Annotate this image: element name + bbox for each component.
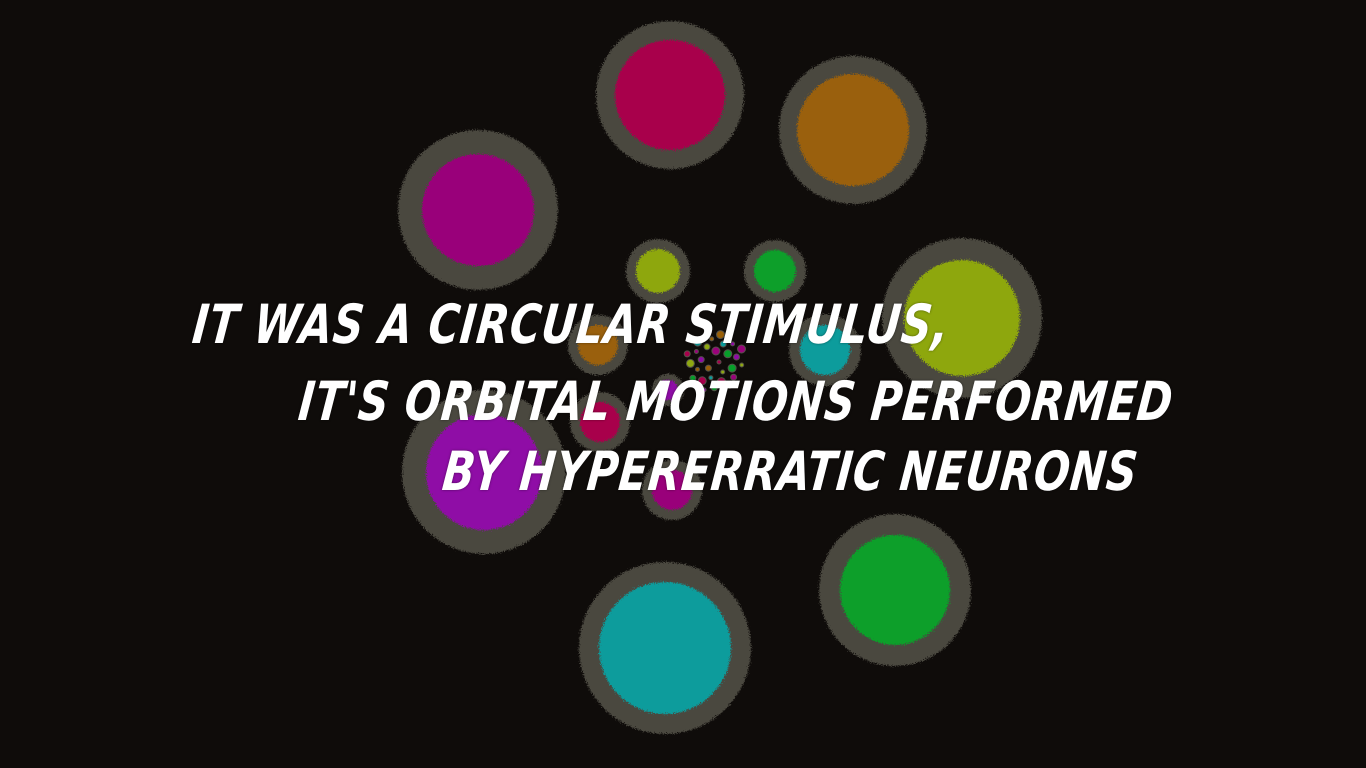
small-teal-circle-fill [800, 325, 850, 375]
center-dot [727, 383, 733, 389]
center-dot [711, 346, 721, 356]
purple-circle [402, 390, 566, 554]
small-green-circle [744, 240, 806, 302]
small-orange-circle-fill [578, 325, 618, 365]
caption-line-2: IT'S ORBITAL MOTIONS PERFORMED [295, 370, 1177, 433]
lime-green-circle [882, 238, 1042, 398]
center-dot [727, 363, 737, 373]
center-dot [704, 364, 712, 372]
center-dot [701, 387, 707, 393]
orange-brown-circle [779, 56, 927, 204]
center-dot [719, 340, 727, 348]
center-dot [716, 377, 726, 387]
lime-green-circle-fill [904, 260, 1020, 376]
small-lime-circle-fill [636, 249, 680, 293]
small-red-circle-fill [580, 402, 620, 442]
center-dot [708, 375, 714, 381]
purple-circle-fill [426, 414, 542, 530]
center-dot [730, 341, 736, 347]
small-magenta-circle-fill [652, 470, 692, 510]
small-lime-circle [626, 239, 690, 303]
center-dot [737, 344, 746, 354]
center-dot [739, 362, 745, 368]
small-green-circle-fill [754, 250, 796, 292]
small-red-circle [570, 392, 630, 452]
center-dot [683, 350, 691, 358]
center-dot [689, 374, 697, 382]
center-dot [685, 358, 695, 368]
center-dot [730, 373, 738, 381]
center-dot [723, 349, 733, 359]
center-dot [733, 353, 740, 361]
center-dot [716, 330, 725, 340]
center-dot [709, 336, 715, 342]
caption-line-3: BY HYPERERRATIC NEURONS [439, 440, 1142, 503]
small-magenta-circle [642, 460, 702, 520]
caption-line-1: IT WAS A CIRCULAR STIMULUS, [189, 293, 953, 356]
orange-brown-circle-fill [797, 74, 909, 186]
teal-circle [579, 562, 751, 734]
small-purple-circle-fill [658, 380, 678, 400]
center-dot [710, 384, 718, 392]
magenta-red-circle [596, 21, 744, 169]
teal-circle-fill [599, 582, 731, 714]
small-purple-circle [652, 374, 684, 406]
magenta-red-circle-fill [615, 40, 725, 150]
center-dot [716, 359, 722, 365]
center-dot [697, 356, 705, 364]
small-orange-circle [568, 315, 628, 375]
green-circle-fill [840, 535, 950, 645]
center-dot [720, 369, 726, 375]
small-teal-circle [789, 314, 861, 386]
center-dot [703, 343, 711, 351]
center-dot [693, 337, 703, 347]
center-dot [693, 349, 699, 354]
center-dot-cluster [683, 330, 746, 393]
center-dot [695, 366, 700, 372]
magenta-circle-fill [422, 154, 534, 266]
green-circle [819, 514, 971, 666]
center-dot [697, 376, 707, 386]
magenta-circle [398, 130, 558, 290]
